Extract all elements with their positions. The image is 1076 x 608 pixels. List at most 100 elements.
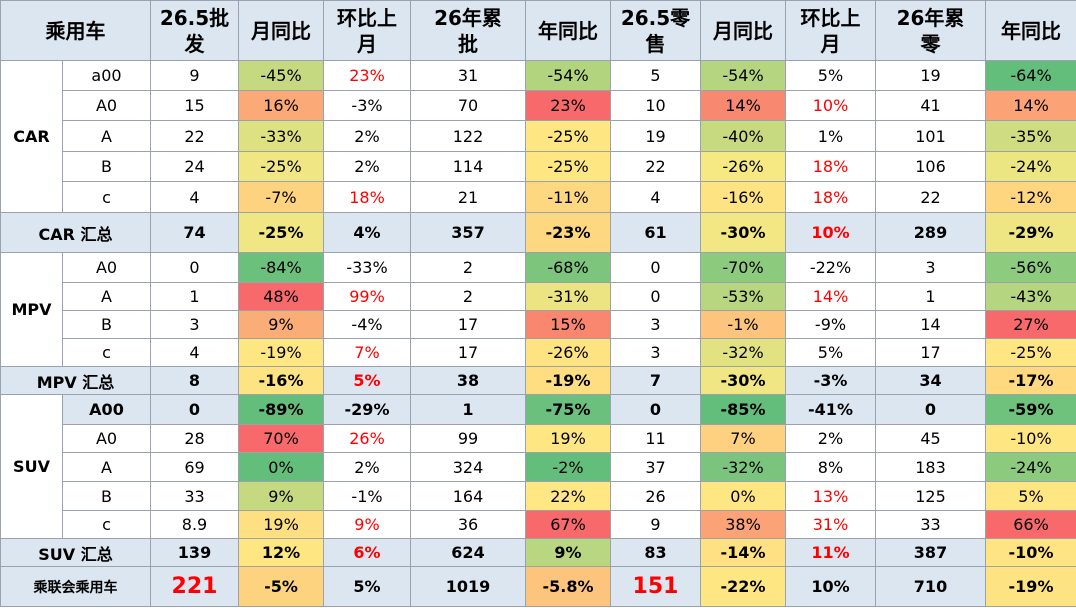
cell: -59%	[985, 394, 1076, 425]
cell: 83	[610, 538, 701, 567]
cell: 0%	[238, 452, 324, 482]
cell: -29%	[323, 394, 411, 425]
row-label: A	[62, 452, 151, 482]
cell: 114	[410, 151, 526, 182]
row-label: B	[62, 481, 151, 511]
row-label: A	[62, 282, 151, 311]
table-row: A0 28 70% 26% 99 19% 11 7% 2% 45 -10%	[1, 424, 1076, 453]
cell: 8%	[785, 452, 876, 482]
cell: 26	[610, 481, 701, 511]
cell: -25%	[238, 151, 324, 182]
cell: 5	[610, 60, 701, 91]
cell: 7%	[700, 424, 786, 453]
cell: 710	[875, 566, 986, 607]
cell: 10	[610, 90, 701, 121]
table-row: CAR 汇总 74 -25% 4% 357 -23% 61 -30% 10% 289 -29%	[0, 212, 1076, 253]
cell: -24%	[985, 151, 1076, 182]
cell: 1	[875, 282, 986, 311]
cell: 70%	[238, 424, 324, 453]
cell: -12%	[985, 181, 1076, 213]
cell: 16%	[238, 90, 324, 121]
cell: 4	[150, 338, 239, 367]
cell: 26年累零	[875, 0, 986, 61]
cell: 387	[875, 538, 986, 567]
row-label: MPV 汇总	[0, 366, 151, 395]
cell: 2%	[323, 120, 411, 152]
cell: 7%	[323, 338, 411, 367]
cell: 4	[610, 181, 701, 213]
cell: -22%	[785, 252, 876, 283]
cell: 289	[875, 212, 986, 253]
cell: 1019	[410, 566, 526, 607]
cell: 106	[875, 151, 986, 182]
cell: 2%	[785, 424, 876, 453]
table-row: 乘联会乘用车 221 -5% 5% 1019 -5.8% 151 -22% 10% 710 -19%	[0, 566, 1076, 607]
row-label: CAR 汇总	[0, 212, 151, 253]
cell: -23%	[525, 212, 611, 253]
cell: 28	[150, 424, 239, 453]
cell: -14%	[700, 538, 786, 567]
cell: 6%	[323, 538, 411, 567]
cell: 0%	[700, 481, 786, 511]
cell: 34	[875, 366, 986, 395]
cell: 19%	[238, 510, 324, 539]
cell: 122	[410, 120, 526, 152]
cell: 4%	[323, 212, 411, 253]
cell: 0	[150, 252, 239, 283]
table-row: SUV 汇总 139 12% 6% 624 9% 83 -14% 11% 387 -10%	[0, 538, 1076, 567]
row-label: a00	[62, 60, 151, 91]
row-label: B	[62, 310, 151, 339]
row-label: 乘联会乘用车	[0, 566, 151, 607]
cell: -19%	[525, 366, 611, 395]
cell: -16%	[238, 366, 324, 395]
cell: 99	[410, 424, 526, 453]
cell: -45%	[238, 60, 324, 91]
cell: -25%	[238, 212, 324, 253]
cell: 14	[875, 310, 986, 339]
cell: 3	[150, 310, 239, 339]
cell: 0	[610, 394, 701, 425]
cell: 0	[875, 394, 986, 425]
row-label: A0	[62, 90, 151, 121]
cell: 26%	[323, 424, 411, 453]
cell: -30%	[700, 212, 786, 253]
table-row: A 69 0% 2% 324 -2% 37 -32% 8% 183 -24%	[1, 452, 1076, 482]
cell: 8	[150, 366, 239, 395]
cell: -17%	[985, 366, 1076, 395]
cell: -10%	[985, 424, 1076, 453]
cell: 5%	[323, 366, 411, 395]
cell: -85%	[700, 394, 786, 425]
cell: 624	[410, 538, 526, 567]
cell: -26%	[700, 151, 786, 182]
cell: 9	[150, 60, 239, 91]
cell: 37	[610, 452, 701, 482]
cell: 14%	[700, 90, 786, 121]
cell: -2%	[525, 452, 611, 482]
cell: 5%	[323, 566, 411, 607]
cell: -7%	[238, 181, 324, 213]
cell: 5%	[985, 481, 1076, 511]
cell: 0	[610, 252, 701, 283]
cell: 4	[150, 181, 239, 213]
cell: 5%	[785, 60, 876, 91]
cell: 8.9	[150, 510, 239, 539]
cell: -1%	[323, 481, 411, 511]
cell: -5%	[238, 566, 324, 607]
table-row: B 3 9% -4% 17 15% 3 -1% -9% 14 27%	[1, 310, 1076, 339]
cell: 45	[875, 424, 986, 453]
row-label: c	[62, 510, 151, 539]
table-row: B 24 -25% 2% 114 -25% 22 -26% 18% 106 -24%	[1, 151, 1076, 182]
cell: 2	[410, 252, 526, 283]
cell: 9%	[238, 310, 324, 339]
row-label: A0	[62, 252, 151, 283]
cell: -11%	[525, 181, 611, 213]
cell: 5%	[785, 338, 876, 367]
cell: -54%	[525, 60, 611, 91]
cell: -26%	[525, 338, 611, 367]
cell: 0	[150, 394, 239, 425]
cell: 18%	[785, 181, 876, 213]
header-text: 月同比	[251, 18, 311, 43]
table-row: MPV 汇总 8 -16% 5% 38 -19% 7 -30% -3% 34 -17%	[0, 366, 1076, 395]
cell: 139	[150, 538, 239, 567]
cell: 7	[610, 366, 701, 395]
